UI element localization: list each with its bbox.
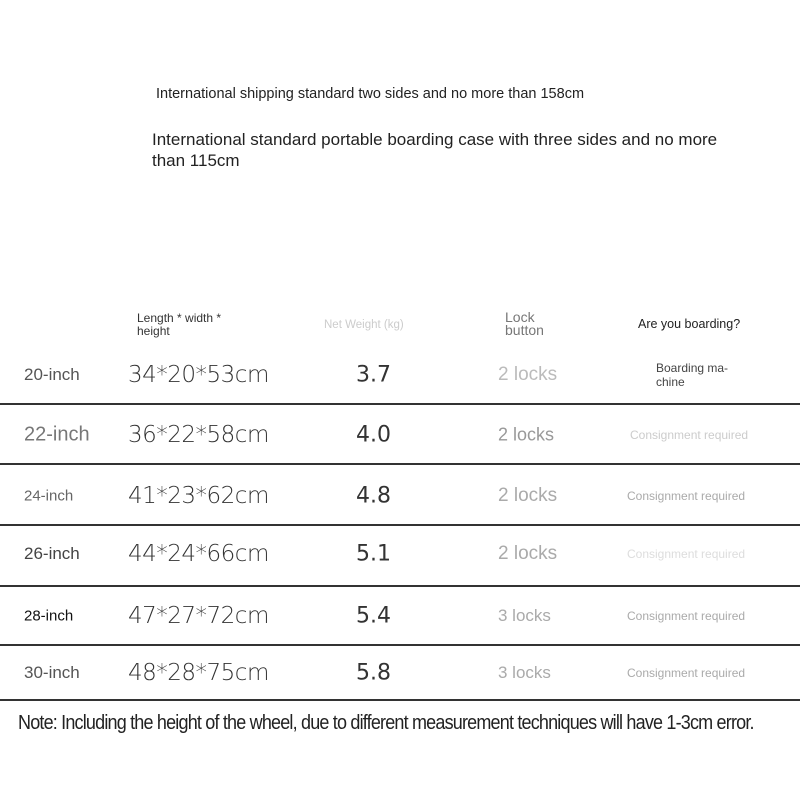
- header-boarding: Are you boarding?: [638, 317, 741, 331]
- size-cell: 22-inch: [24, 423, 90, 446]
- weight-cell: 5.8: [356, 660, 391, 686]
- boarding-cell: Consignment required: [630, 428, 749, 442]
- weight-cell: 4.0: [356, 422, 391, 448]
- boarding-cell: Consignment required: [627, 489, 746, 503]
- row-divider: [0, 699, 800, 701]
- row-divider: [0, 644, 800, 646]
- weight-cell: 3.7: [356, 362, 391, 388]
- dimensions-cell: 34*20*53cm: [128, 362, 269, 388]
- table-row: 28-inch 47*27*72cm 5.4 3 locks Consignme…: [0, 586, 800, 646]
- dimensions-cell: 48*28*75cm: [128, 660, 269, 686]
- size-cell: 26-inch: [24, 544, 80, 563]
- table-row: 22-inch 36*22*58cm 4.0 2 locks Consignme…: [0, 405, 800, 465]
- boarding-cell: Consignment required: [627, 547, 746, 561]
- dimensions-cell: 44*24*66cm: [128, 541, 269, 567]
- header-lock: Lock button: [505, 309, 544, 338]
- weight-cell: 5.4: [356, 603, 391, 629]
- size-cell: 28-inch: [24, 607, 74, 625]
- row-divider: [0, 585, 800, 587]
- locks-cell: 2 locks: [498, 424, 555, 445]
- row-divider: [0, 403, 800, 405]
- table-row: 26-inch 44*24*66cm 5.1 2 locks Consignme…: [0, 524, 800, 584]
- dimensions-cell: 36*22*58cm: [128, 422, 269, 448]
- table-row: 24-inch 41*23*62cm 4.8 2 locks Consignme…: [0, 466, 800, 526]
- measurement-note: Note: Including the height of the wheel,…: [18, 712, 755, 734]
- dimensions-cell: 41*23*62cm: [128, 483, 269, 509]
- header-dimensions: Length * width * height: [137, 311, 222, 338]
- boarding-cell: Consignment required: [627, 666, 746, 680]
- boarding-standard-text: International standard portable boarding…: [152, 130, 718, 170]
- boarding-cell: Boarding ma-chine: [656, 361, 729, 389]
- locks-cell: 2 locks: [498, 364, 558, 385]
- size-cell: 30-inch: [24, 663, 80, 682]
- table-row: 20-inch 34*20*53cm 3.7 2 locks Boarding …: [0, 345, 800, 405]
- locks-cell: 2 locks: [498, 485, 558, 506]
- header-weight: Net Weight (kg): [324, 319, 404, 331]
- dimensions-cell: 47*27*72cm: [128, 603, 269, 629]
- size-cell: 20-inch: [24, 365, 80, 384]
- boarding-cell: Consignment required: [627, 609, 746, 623]
- locks-cell: 3 locks: [498, 663, 551, 682]
- locks-cell: 2 locks: [498, 543, 558, 564]
- weight-cell: 4.8: [356, 483, 391, 509]
- shipping-standard-text: International shipping standard two side…: [156, 86, 585, 102]
- weight-cell: 5.1: [356, 541, 391, 567]
- size-cell: 24-inch: [24, 487, 74, 505]
- row-divider: [0, 524, 800, 526]
- row-divider: [0, 463, 800, 465]
- locks-cell: 3 locks: [498, 606, 551, 625]
- table-row: 30-inch 48*28*75cm 5.8 3 locks Consignme…: [0, 643, 800, 703]
